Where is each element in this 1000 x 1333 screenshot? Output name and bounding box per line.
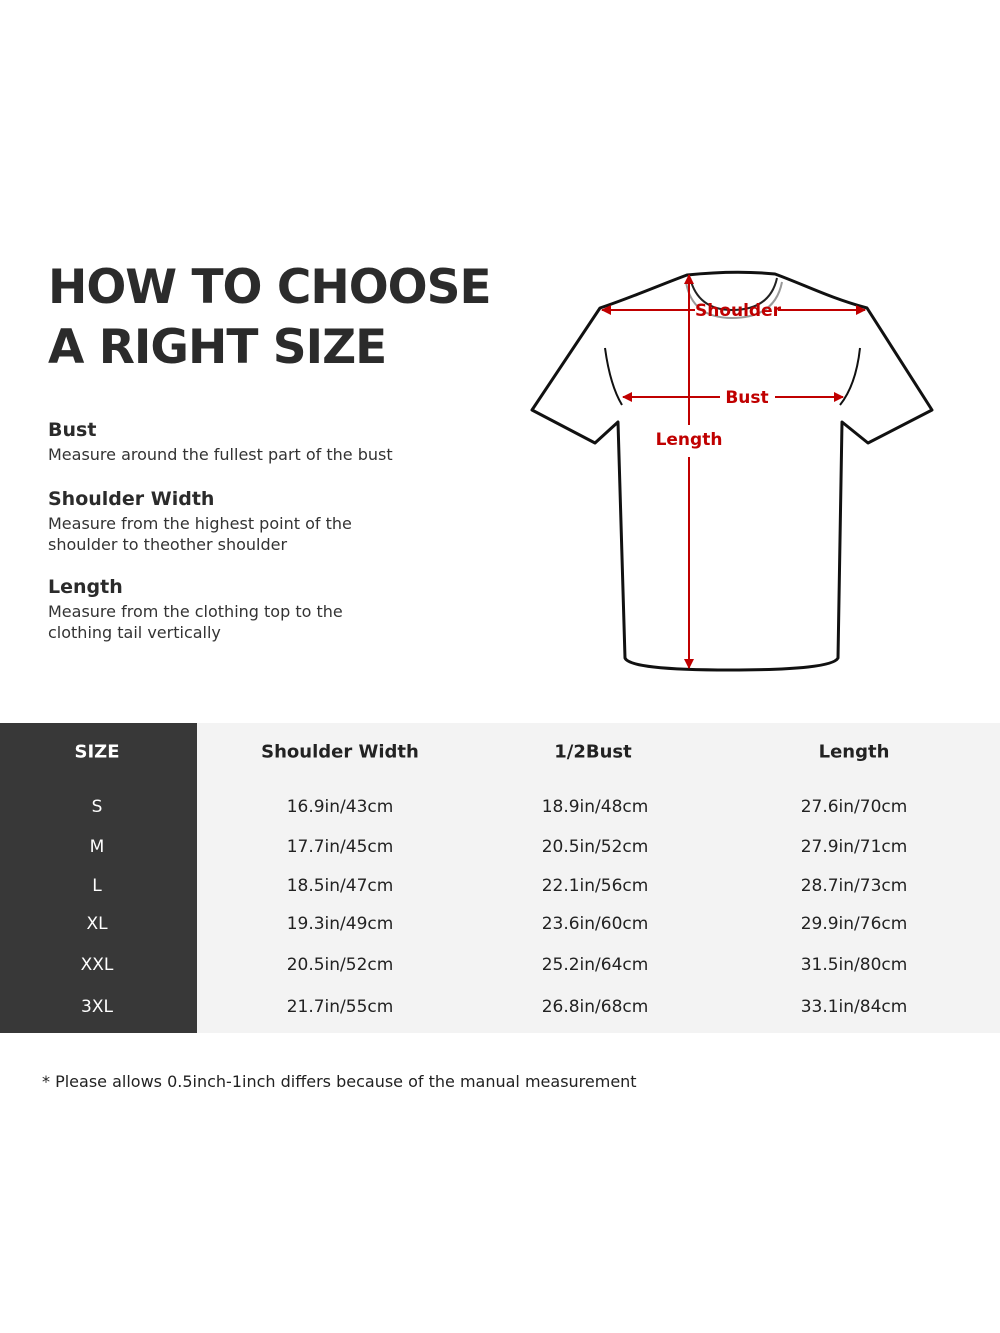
header-length: Length	[818, 741, 890, 763]
measurement-cell: 27.9in/71cm	[800, 837, 908, 857]
measurement-cell: 20.5in/52cm	[286, 955, 394, 975]
measurement-cell: 23.6in/60cm	[541, 914, 649, 934]
guide-heading: Bust	[48, 419, 97, 441]
measurement-cell: 25.2in/64cm	[541, 955, 649, 975]
guide-shoulder-width: Shoulder Width Measure from the highest …	[48, 487, 388, 555]
tshirt-collar	[685, 281, 783, 320]
measurement-cell: 28.7in/73cm	[800, 876, 908, 896]
page-title: HOW TO CHOOSE A RIGHT SIZE	[48, 258, 492, 378]
header-shoulder-width: Shoulder Width	[261, 741, 419, 763]
guide-heading: Length	[48, 576, 123, 598]
size-cell: 3XL	[81, 997, 113, 1017]
measurement-cell: 33.1in/84cm	[800, 997, 908, 1017]
header-size: SIZE	[74, 741, 120, 763]
size-cell: XXL	[80, 955, 114, 975]
measurement-cell: 21.7in/55cm	[286, 997, 394, 1017]
measurement-cell: 18.9in/48cm	[541, 797, 649, 817]
shoulder-label: Shoulder	[695, 301, 782, 321]
guide-text: Measure around the fullest part of the b…	[48, 445, 393, 464]
measurement-cell: 22.1in/56cm	[541, 876, 649, 896]
guide-length: Length Measure from the clothing top to …	[48, 575, 378, 643]
size-cell: L	[92, 876, 102, 896]
size-cell: XL	[86, 914, 108, 934]
size-cell: M	[89, 837, 105, 857]
header-half-bust: 1/2Bust	[554, 741, 632, 763]
tshirt-diagram: Shoulder Bust Length	[530, 270, 934, 672]
measurement-note: * Please allows 0.5inch-1inch differs be…	[42, 1072, 637, 1091]
length-label: Length	[656, 430, 723, 450]
bust-label: Bust	[725, 388, 768, 408]
guide-heading: Shoulder Width	[48, 488, 215, 510]
measurement-cell: 27.6in/70cm	[800, 797, 908, 817]
measurement-cell: 26.8in/68cm	[541, 997, 649, 1017]
measurement-cell: 29.9in/76cm	[800, 914, 908, 934]
tshirt-outline	[530, 270, 934, 672]
size-cell: S	[91, 797, 103, 817]
measurement-cell: 16.9in/43cm	[286, 797, 394, 817]
title-line-2: A RIGHT SIZE	[48, 320, 387, 375]
guide-text: Measure from the clothing top to the clo…	[48, 602, 343, 642]
guide-text: Measure from the highest point of the sh…	[48, 514, 352, 554]
measurement-cell: 18.5in/47cm	[286, 876, 394, 896]
guide-bust: Bust Measure around the fullest part of …	[48, 418, 468, 465]
measurement-cell: 31.5in/80cm	[800, 955, 908, 975]
measurement-cell: 20.5in/52cm	[541, 837, 649, 857]
size-column	[0, 723, 197, 1033]
title-line-1: HOW TO CHOOSE	[48, 260, 492, 315]
tshirt-collar-inner	[689, 277, 778, 312]
size-table: SIZE Shoulder Width 1/2Bust Length S 16.9…	[0, 723, 1000, 1033]
measurement-cell: 17.7in/45cm	[286, 837, 394, 857]
measurement-cell: 19.3in/49cm	[286, 914, 394, 934]
